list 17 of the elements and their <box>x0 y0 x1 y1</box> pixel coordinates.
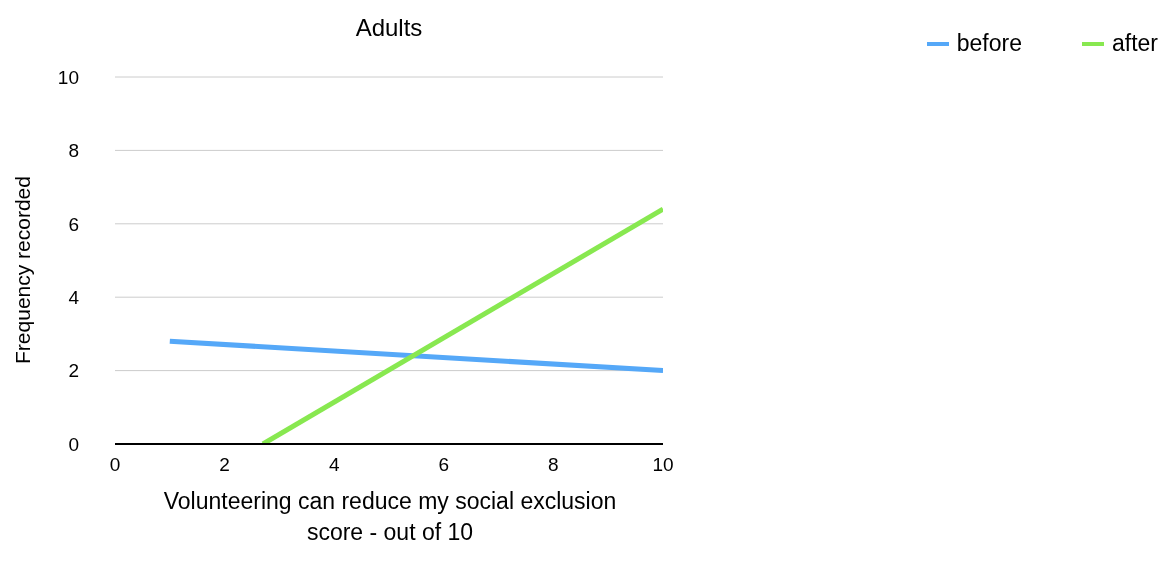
chart-title: Adults <box>354 14 424 42</box>
x-tick-label: 4 <box>328 454 340 476</box>
x-tick-label: 8 <box>548 454 559 476</box>
legend-label: before <box>956 30 1022 57</box>
x-tick-label: 0 <box>109 454 121 476</box>
x-tick-label: 2 <box>219 454 230 476</box>
x-tick-label: 10 <box>652 454 674 476</box>
y-tick-label: 10 <box>57 66 79 88</box>
y-tick-label: 0 <box>68 433 79 455</box>
y-tick-label: 8 <box>68 140 79 162</box>
legend-label: after <box>1111 30 1158 57</box>
x-axis-title: Volunteering can reduce my social exclusion score - out of 10 <box>162 487 618 547</box>
y-tick-label: 2 <box>68 360 79 382</box>
y-tick-label: 4 <box>68 286 80 308</box>
y-axis-title: Frequency recorded <box>11 176 35 364</box>
x-tick-label: 6 <box>438 454 450 476</box>
y-tick-label: 6 <box>68 213 79 235</box>
